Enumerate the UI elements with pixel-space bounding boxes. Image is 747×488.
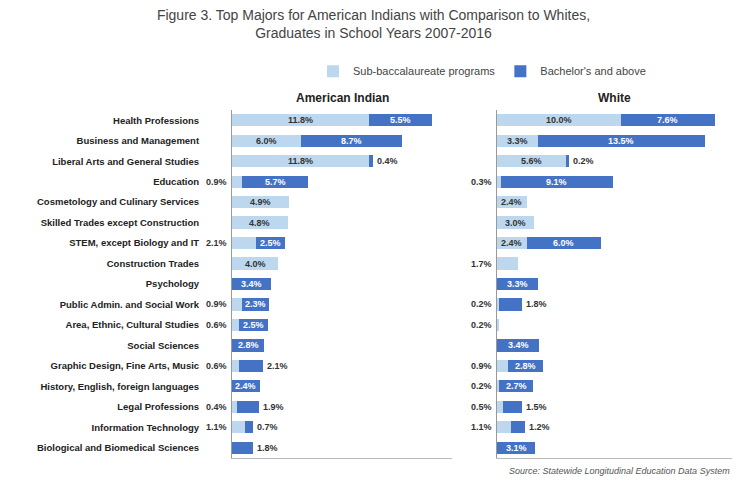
svg-text:Psychology: Psychology bbox=[146, 278, 200, 289]
svg-text:2.1%: 2.1% bbox=[267, 361, 288, 371]
svg-text:0.7%: 0.7% bbox=[257, 422, 278, 432]
svg-text:3.1%: 3.1% bbox=[506, 443, 527, 453]
svg-text:5.6%: 5.6% bbox=[521, 156, 542, 166]
svg-text:1.9%: 1.9% bbox=[263, 402, 284, 412]
svg-text:White: White bbox=[598, 91, 631, 105]
svg-text:4.9%: 4.9% bbox=[250, 197, 271, 207]
svg-text:2.4%: 2.4% bbox=[501, 197, 522, 207]
svg-text:3.3%: 3.3% bbox=[507, 279, 528, 289]
svg-text:2.4%: 2.4% bbox=[235, 381, 256, 391]
svg-text:2.3%: 2.3% bbox=[245, 299, 266, 309]
svg-text:STEM, except Biology and IT: STEM, except Biology and IT bbox=[69, 237, 199, 248]
svg-text:2.5%: 2.5% bbox=[243, 320, 264, 330]
svg-text:2.8%: 2.8% bbox=[515, 361, 536, 371]
svg-text:0.2%: 0.2% bbox=[471, 299, 492, 309]
svg-text:0.4%: 0.4% bbox=[206, 402, 227, 412]
svg-text:0.4%: 0.4% bbox=[377, 156, 398, 166]
svg-text:1.1%: 1.1% bbox=[206, 422, 227, 432]
svg-text:0.5%: 0.5% bbox=[471, 402, 492, 412]
svg-text:4.0%: 4.0% bbox=[245, 259, 266, 269]
svg-text:Graphic Design, Fine Arts, Mus: Graphic Design, Fine Arts, Music bbox=[51, 360, 200, 371]
svg-text:Public Admin. and Social Work: Public Admin. and Social Work bbox=[60, 299, 200, 310]
svg-text:0.9%: 0.9% bbox=[206, 177, 227, 187]
svg-text:Sub-baccalaureate programs: Sub-baccalaureate programs bbox=[353, 65, 495, 77]
svg-text:5.5%: 5.5% bbox=[390, 115, 411, 125]
svg-text:11.8%: 11.8% bbox=[288, 115, 313, 125]
svg-text:0.2%: 0.2% bbox=[471, 381, 492, 391]
svg-text:2.8%: 2.8% bbox=[238, 340, 259, 350]
svg-text:Skilled Trades except Construc: Skilled Trades except Construction bbox=[41, 217, 200, 228]
svg-text:Source: Statewide Longitudinal: Source: Statewide Longitudinal Education… bbox=[509, 466, 730, 476]
svg-text:3.3%: 3.3% bbox=[507, 136, 528, 146]
svg-text:Information Technology: Information Technology bbox=[92, 422, 200, 433]
svg-text:Health Professions: Health Professions bbox=[113, 115, 199, 126]
svg-text:11.8%: 11.8% bbox=[288, 156, 313, 166]
svg-text:Bachelor's and above: Bachelor's and above bbox=[540, 65, 645, 77]
svg-text:Construction Trades: Construction Trades bbox=[107, 258, 199, 269]
svg-text:13.5%: 13.5% bbox=[608, 136, 634, 146]
svg-text:4.8%: 4.8% bbox=[249, 218, 270, 228]
svg-text:2.7%: 2.7% bbox=[506, 381, 527, 391]
svg-text:American Indian: American Indian bbox=[296, 91, 389, 105]
svg-text:0.6%: 0.6% bbox=[206, 361, 227, 371]
svg-text:10.0%: 10.0% bbox=[546, 115, 572, 125]
svg-text:0.6%: 0.6% bbox=[206, 320, 227, 330]
svg-text:1.1%: 1.1% bbox=[471, 422, 492, 432]
svg-text:2.5%: 2.5% bbox=[260, 238, 281, 248]
svg-text:0.2%: 0.2% bbox=[573, 156, 594, 166]
svg-text:Legal Professions: Legal Professions bbox=[117, 401, 199, 412]
svg-text:1.2%: 1.2% bbox=[529, 422, 550, 432]
svg-text:8.7%: 8.7% bbox=[341, 136, 362, 146]
svg-text:7.6%: 7.6% bbox=[657, 115, 678, 125]
svg-text:1.8%: 1.8% bbox=[526, 299, 547, 309]
svg-text:3.4%: 3.4% bbox=[241, 279, 262, 289]
svg-text:Figure 3. Top Majors for Ameri: Figure 3. Top Majors for American Indian… bbox=[157, 7, 590, 41]
svg-text:Biological and Biomedical Scie: Biological and Biomedical Sciences bbox=[37, 442, 199, 453]
svg-text:0.2%: 0.2% bbox=[471, 320, 492, 330]
svg-text:2.1%: 2.1% bbox=[206, 238, 227, 248]
svg-text:2.4%: 2.4% bbox=[501, 238, 522, 248]
svg-text:3.4%: 3.4% bbox=[508, 340, 529, 350]
svg-text:Area, Ethnic, Cultural Studies: Area, Ethnic, Cultural Studies bbox=[66, 319, 200, 330]
svg-text:0.3%: 0.3% bbox=[471, 177, 492, 187]
svg-text:1.7%: 1.7% bbox=[471, 259, 492, 269]
svg-text:Liberal Arts and General Studi: Liberal Arts and General Studies bbox=[52, 156, 199, 167]
svg-text:1.8%: 1.8% bbox=[257, 443, 278, 453]
svg-text:0.9%: 0.9% bbox=[206, 299, 227, 309]
svg-text:0.9%: 0.9% bbox=[471, 361, 492, 371]
svg-text:Cosmetology and Culinary Servi: Cosmetology and Culinary Services bbox=[37, 196, 199, 207]
svg-text:9.1%: 9.1% bbox=[546, 177, 567, 187]
svg-text:History, English, foreign lang: History, English, foreign languages bbox=[40, 381, 199, 392]
svg-text:1.5%: 1.5% bbox=[526, 402, 547, 412]
svg-text:3.0%: 3.0% bbox=[505, 218, 526, 228]
svg-text:Business and Management: Business and Management bbox=[77, 135, 200, 146]
svg-text:Education: Education bbox=[153, 176, 199, 187]
svg-text:Social Sciences: Social Sciences bbox=[127, 340, 199, 351]
svg-text:5.7%: 5.7% bbox=[265, 177, 286, 187]
svg-text:6.0%: 6.0% bbox=[256, 136, 277, 146]
svg-text:6.0%: 6.0% bbox=[553, 238, 574, 248]
